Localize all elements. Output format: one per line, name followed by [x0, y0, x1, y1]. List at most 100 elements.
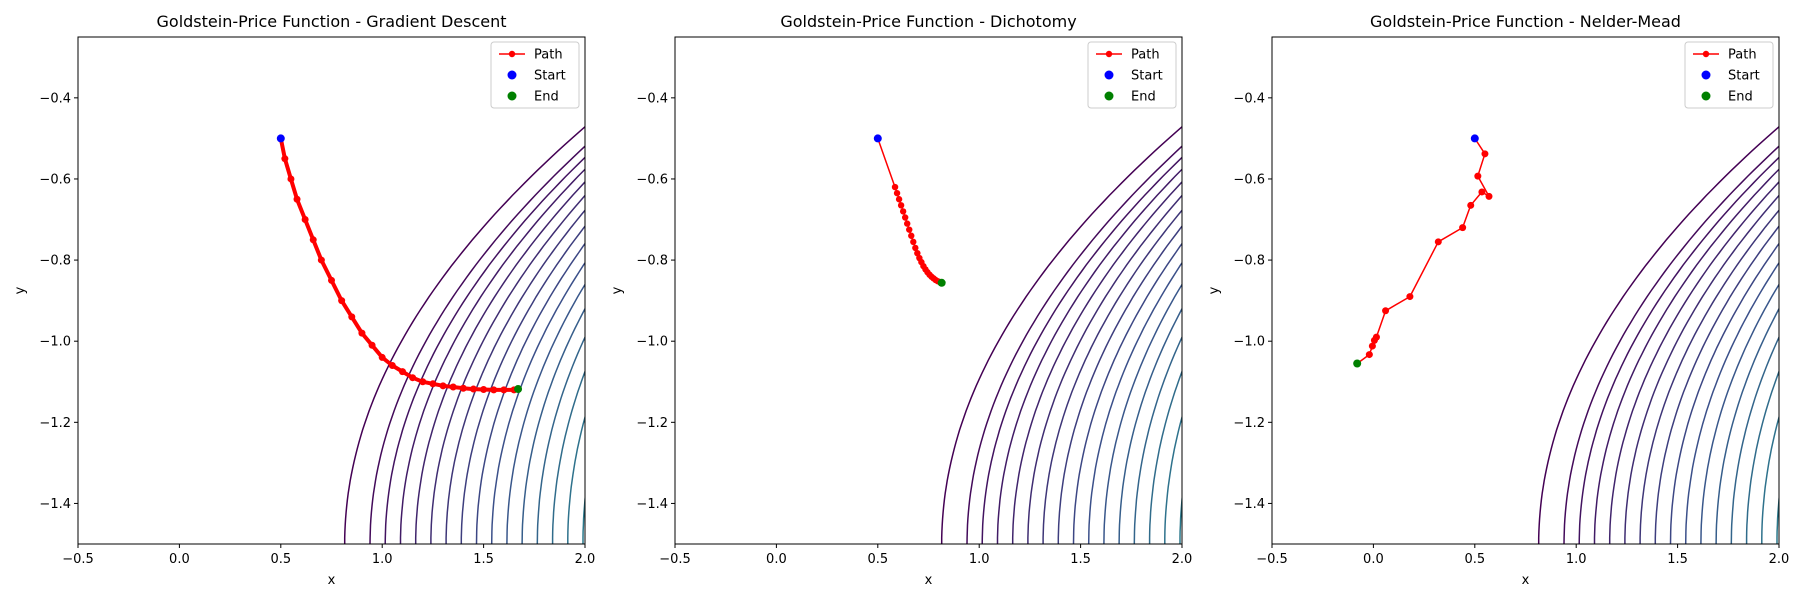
contour-line [1730, 335, 1779, 544]
x-tick-label: 0.0 [169, 552, 190, 567]
contour-line [1776, 492, 1779, 544]
legend-label-start: Start [1728, 69, 1760, 84]
path-point [895, 196, 903, 203]
contour-line [674, 37, 909, 544]
contour-line [1608, 180, 1779, 544]
x-axis-label: x [328, 573, 336, 588]
contour-line [343, 125, 585, 544]
legend: Path Start End [1684, 41, 1774, 109]
contour-line [1484, 37, 1639, 544]
path-point [293, 195, 301, 203]
contour-line [598, 37, 862, 544]
path-point [897, 202, 905, 209]
x-tick-label: −0.5 [659, 552, 691, 567]
path-point [904, 220, 911, 227]
axes-frame [77, 36, 586, 545]
legend-start-marker [1701, 70, 1711, 80]
path-point [398, 368, 406, 376]
path-point [500, 386, 508, 394]
contour-line [1057, 225, 1182, 544]
contour-line [629, 37, 881, 544]
path-point [388, 362, 396, 370]
contour-line [811, 37, 995, 544]
contour-line [1563, 145, 1779, 544]
path-point [893, 189, 901, 197]
legend-box [1684, 41, 1774, 109]
contour-line [644, 37, 891, 544]
contour-line [1347, 37, 1554, 544]
contour-line [1792, 37, 1800, 544]
contour-line [460, 225, 585, 544]
x-axis-label: x [1522, 573, 1530, 588]
legend-end-marker [1104, 91, 1114, 101]
path-point [480, 385, 488, 393]
end-point [514, 385, 523, 394]
contour-line [1256, 37, 1497, 544]
path-point [1382, 307, 1390, 315]
contour-line [1164, 414, 1182, 544]
contour-line [981, 156, 1182, 544]
contour-line [536, 335, 585, 544]
contour-line [567, 414, 585, 544]
legend-label-start: Start [1131, 69, 1163, 84]
contour-line [1317, 37, 1535, 544]
legend-path-marker [1702, 50, 1710, 58]
path-line [278, 138, 519, 392]
contour-line [369, 145, 585, 544]
legend-start-marker [1104, 70, 1114, 80]
contour-line [1745, 369, 1779, 544]
contour-line [490, 261, 585, 544]
contour-line [1537, 125, 1779, 544]
x-axis-label: x [925, 573, 933, 588]
path-point [459, 384, 467, 392]
contour-line [506, 283, 585, 544]
contour-line [1423, 37, 1601, 544]
y-tick-label: −0.6 [636, 172, 668, 187]
contour-line [1624, 194, 1779, 544]
contour-line [1593, 168, 1779, 544]
contour-line [735, 37, 947, 544]
contour-line [1684, 261, 1779, 544]
x-tick-label: 0.5 [1464, 552, 1485, 567]
contour-line [1332, 37, 1544, 544]
x-tick-label: 0.5 [270, 552, 291, 567]
end-point [1353, 359, 1362, 368]
path-point [1370, 336, 1378, 344]
contour-line [1408, 37, 1592, 544]
y-axis-label: y [13, 286, 28, 294]
contour-line [842, 37, 1014, 544]
path-series [873, 134, 946, 287]
contour-line [781, 37, 976, 544]
chart-title: Goldstein-Price Function - Nelder-Mead [1370, 12, 1681, 31]
path-point [328, 276, 335, 284]
legend: Path Start End [1087, 41, 1177, 109]
legend-label-path: Path [1131, 48, 1160, 63]
contour-line [1393, 37, 1583, 544]
path-point [906, 226, 913, 233]
contour-line [796, 37, 986, 544]
subplot-1: −0.5 0.0 0.5 1.0 1.5 2.0 −1.4 −1.2 −1.0 −0.8 −0.6 −… [13, 12, 1014, 588]
x-tick-label: 1.0 [969, 552, 990, 567]
path-point [912, 244, 919, 252]
path-point [1365, 351, 1373, 359]
path-line [1356, 137, 1490, 365]
path-point [419, 378, 427, 386]
subplot-3: −0.5 0.0 0.5 1.0 1.5 2.0 −1.4 −1.2 −1.0 −0.8 −0.6 −… [1207, 12, 1800, 588]
contour-line [1578, 156, 1779, 544]
path-series [276, 134, 523, 394]
y-tick-label: −1.2 [39, 416, 71, 431]
contour-line [1454, 37, 1621, 544]
y-tick-label: −1.2 [1233, 416, 1265, 431]
axes-frame [674, 36, 1183, 545]
path-point [469, 385, 477, 393]
path-point [1485, 192, 1493, 200]
legend-end-marker [1701, 91, 1711, 101]
legend-label-end: End [1131, 90, 1156, 105]
contour-line [414, 180, 585, 544]
y-tick-label: −0.8 [39, 254, 71, 269]
x-tick-label: 1.5 [1070, 552, 1091, 567]
contour-lines [343, 37, 1014, 544]
legend-box [490, 41, 580, 109]
path-point [301, 216, 309, 224]
